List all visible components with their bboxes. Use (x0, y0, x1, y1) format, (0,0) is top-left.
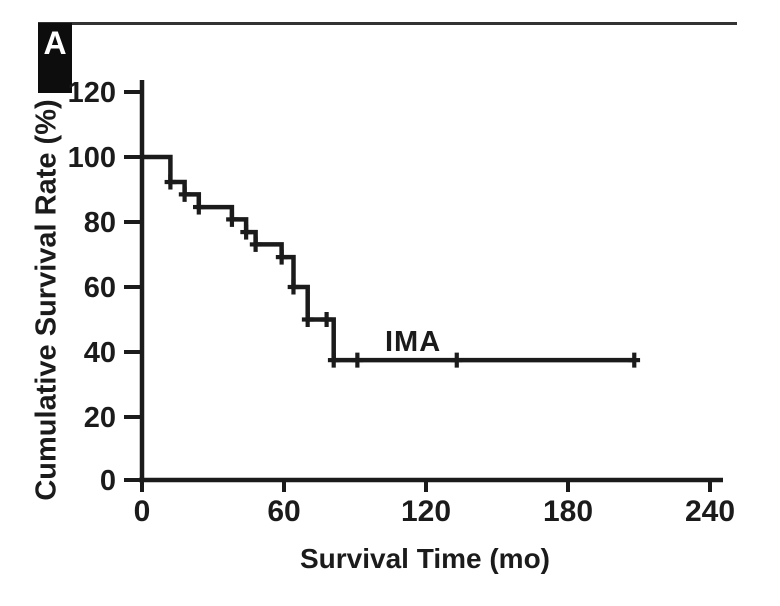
panel-label-badge: A (38, 23, 72, 93)
y-tick-label: 100 (68, 142, 116, 174)
x-tick-label: 120 (401, 495, 451, 528)
x-tick-label: 180 (543, 495, 593, 528)
series-label-ima: IMA (385, 326, 442, 358)
top-border-rule (38, 22, 737, 25)
y-tick-label: 0 (100, 465, 116, 497)
x-tick-label: 240 (685, 495, 735, 528)
x-tick-label: 0 (134, 495, 151, 528)
y-tick-label: 80 (84, 207, 116, 239)
x-tick-label: 60 (267, 495, 300, 528)
y-tick-label: 60 (84, 272, 116, 304)
x-axis-title: Survival Time (mo) (299, 543, 551, 574)
y-tick-label: 20 (84, 402, 116, 434)
panel-label: A (43, 25, 67, 61)
y-tick-label: 40 (84, 337, 116, 369)
y-tick-label: 120 (68, 77, 116, 109)
